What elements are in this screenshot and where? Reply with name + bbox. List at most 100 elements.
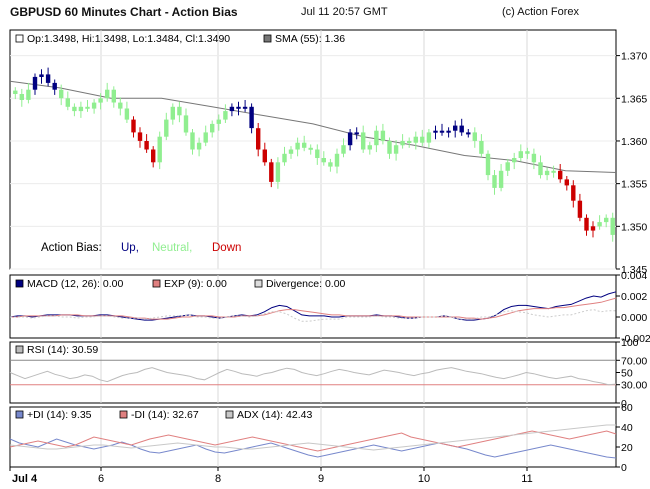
candle-body-13 xyxy=(98,98,103,103)
rsi-legend: RSI (14): 30.59 xyxy=(27,344,98,356)
bias-legend-label: Action Bias: xyxy=(41,242,102,254)
candle-body-8 xyxy=(65,98,70,107)
bias-legend-up: Up, xyxy=(121,242,139,254)
adx-y-axis: 60 40 20 0 xyxy=(616,402,633,474)
candle-body-64 xyxy=(433,130,438,133)
adx-ytick-label-0: 60 xyxy=(621,402,633,414)
macd-legend: MACD (12, 26): 0.00 xyxy=(27,278,123,290)
divergence-legend: Divergence: 0.00 xyxy=(266,278,346,290)
candle-body-24 xyxy=(170,106,175,120)
x-tick-label-2: 8 xyxy=(215,473,221,485)
candle-body-61 xyxy=(413,136,418,143)
candle-body-57 xyxy=(387,141,392,154)
price-ytick-label-4: 1.350 xyxy=(621,221,647,233)
price-ytick-label-3: 1.355 xyxy=(621,179,647,191)
candle-body-46 xyxy=(315,149,320,158)
candle-body-71 xyxy=(479,141,484,154)
candle-body-38 xyxy=(262,149,267,163)
candle-body-53 xyxy=(361,132,366,150)
divergence-legend-swatch xyxy=(254,279,263,288)
price-panel-frame xyxy=(9,29,617,270)
candle-body-19 xyxy=(137,132,143,141)
candle-body-54 xyxy=(367,145,372,150)
x-axis: Jul 4 6 8 9 10 11 xyxy=(9,467,533,485)
candle-body-67 xyxy=(453,125,458,131)
adx-grid xyxy=(100,407,528,467)
candle-body-10 xyxy=(78,106,84,112)
sma-legend: SMA (55): 1.36 xyxy=(275,33,345,45)
price-ytick-label-0: 1.370 xyxy=(621,51,647,63)
candle-body-6 xyxy=(52,82,57,90)
price-ytick-label-5: 1.345 xyxy=(621,264,647,276)
rsi-series-0 xyxy=(9,367,617,386)
price-panel: 1.370 1.365 1.360 1.355 1.350 1.345 Op:1.3498… xyxy=(9,29,647,276)
candle-body-63 xyxy=(426,132,432,143)
candle-body-70 xyxy=(472,132,477,141)
macd-legend-swatch xyxy=(15,279,24,288)
candle-body-51 xyxy=(347,132,353,146)
candle-body-56 xyxy=(380,130,386,141)
bias-legend-neutral: Neutral, xyxy=(152,242,192,254)
candle-body-60 xyxy=(407,141,412,143)
macd-grid xyxy=(100,275,528,338)
candle-body-26 xyxy=(183,115,189,133)
rsi-ytick-label-1: 70.00 xyxy=(621,355,647,367)
rsi-ytick-label-3: 30.00 xyxy=(621,380,647,392)
candle-body-55 xyxy=(374,130,379,146)
candle-body-29 xyxy=(203,132,208,143)
candle-body-69 xyxy=(466,132,471,135)
candle-body-48 xyxy=(328,162,333,167)
macd-panel: 0.004 0.002 0.000 -0.002 MACD (12, 26): 0.0… xyxy=(9,270,650,345)
x-tick-label-4: 10 xyxy=(418,473,430,485)
candle-body-84 xyxy=(564,179,569,186)
plus-di-legend-swatch xyxy=(15,410,24,419)
candle-body-0 xyxy=(13,90,18,94)
candle-body-5 xyxy=(45,74,51,83)
adx-panel: 60 40 20 0 +DI (14): 9.35 -DI (14): 32.67 A… xyxy=(9,402,633,474)
candle-body-14 xyxy=(105,89,110,99)
candle-body-42 xyxy=(288,149,294,154)
macd-ytick-label-3: -0.002 xyxy=(621,333,650,345)
candle-body-41 xyxy=(282,153,287,163)
rsi-lines xyxy=(9,367,617,386)
candle-body-40 xyxy=(275,162,281,182)
candle-body-35 xyxy=(242,106,248,109)
candle-body-23 xyxy=(164,119,169,137)
x-tick-label-0: Jul 4 xyxy=(12,473,38,485)
chart-timestamp: Jul 11 20:57 GMT xyxy=(301,6,388,18)
adx-legend-swatch xyxy=(225,410,234,419)
candle-body-62 xyxy=(420,136,425,143)
candle-body-83 xyxy=(558,170,563,180)
minus-di-legend: -DI (14): 32.67 xyxy=(131,409,199,421)
candle-body-21 xyxy=(151,149,156,163)
candle-body-39 xyxy=(269,162,274,182)
rsi-legend-swatch xyxy=(15,345,24,354)
candle-body-25 xyxy=(177,106,182,116)
candle-body-34 xyxy=(236,106,241,109)
candle-body-78 xyxy=(525,151,530,154)
candle-body-36 xyxy=(249,106,254,129)
candle-body-65 xyxy=(439,130,445,133)
ohlc-legend-swatch xyxy=(15,34,24,43)
adx-ytick-label-2: 20 xyxy=(621,442,633,454)
candle-body-49 xyxy=(334,153,340,167)
candle-body-79 xyxy=(531,153,537,163)
candle-body-72 xyxy=(485,153,491,176)
candle-body-20 xyxy=(144,141,149,150)
candle-body-3 xyxy=(32,76,38,90)
candle-body-82 xyxy=(551,170,556,173)
minus-di-legend-swatch xyxy=(119,410,128,419)
candle-body-2 xyxy=(26,89,31,100)
macd-ytick-label-2: 0.000 xyxy=(621,312,647,324)
candle-body-68 xyxy=(459,125,464,133)
macd-panel-frame xyxy=(9,274,617,339)
candle-body-80 xyxy=(538,162,543,176)
adx-ytick-label-3: 0 xyxy=(621,462,627,474)
ohlc-legend: Op:1.3498, Hi:1.3498, Lo:1.3484, Cl:1.34… xyxy=(27,33,230,45)
candle-body-81 xyxy=(544,170,550,176)
x-tick-label-1: 6 xyxy=(98,473,104,485)
candle-body-1 xyxy=(19,94,24,100)
rsi-ytick-label-4: 0 xyxy=(621,398,627,410)
